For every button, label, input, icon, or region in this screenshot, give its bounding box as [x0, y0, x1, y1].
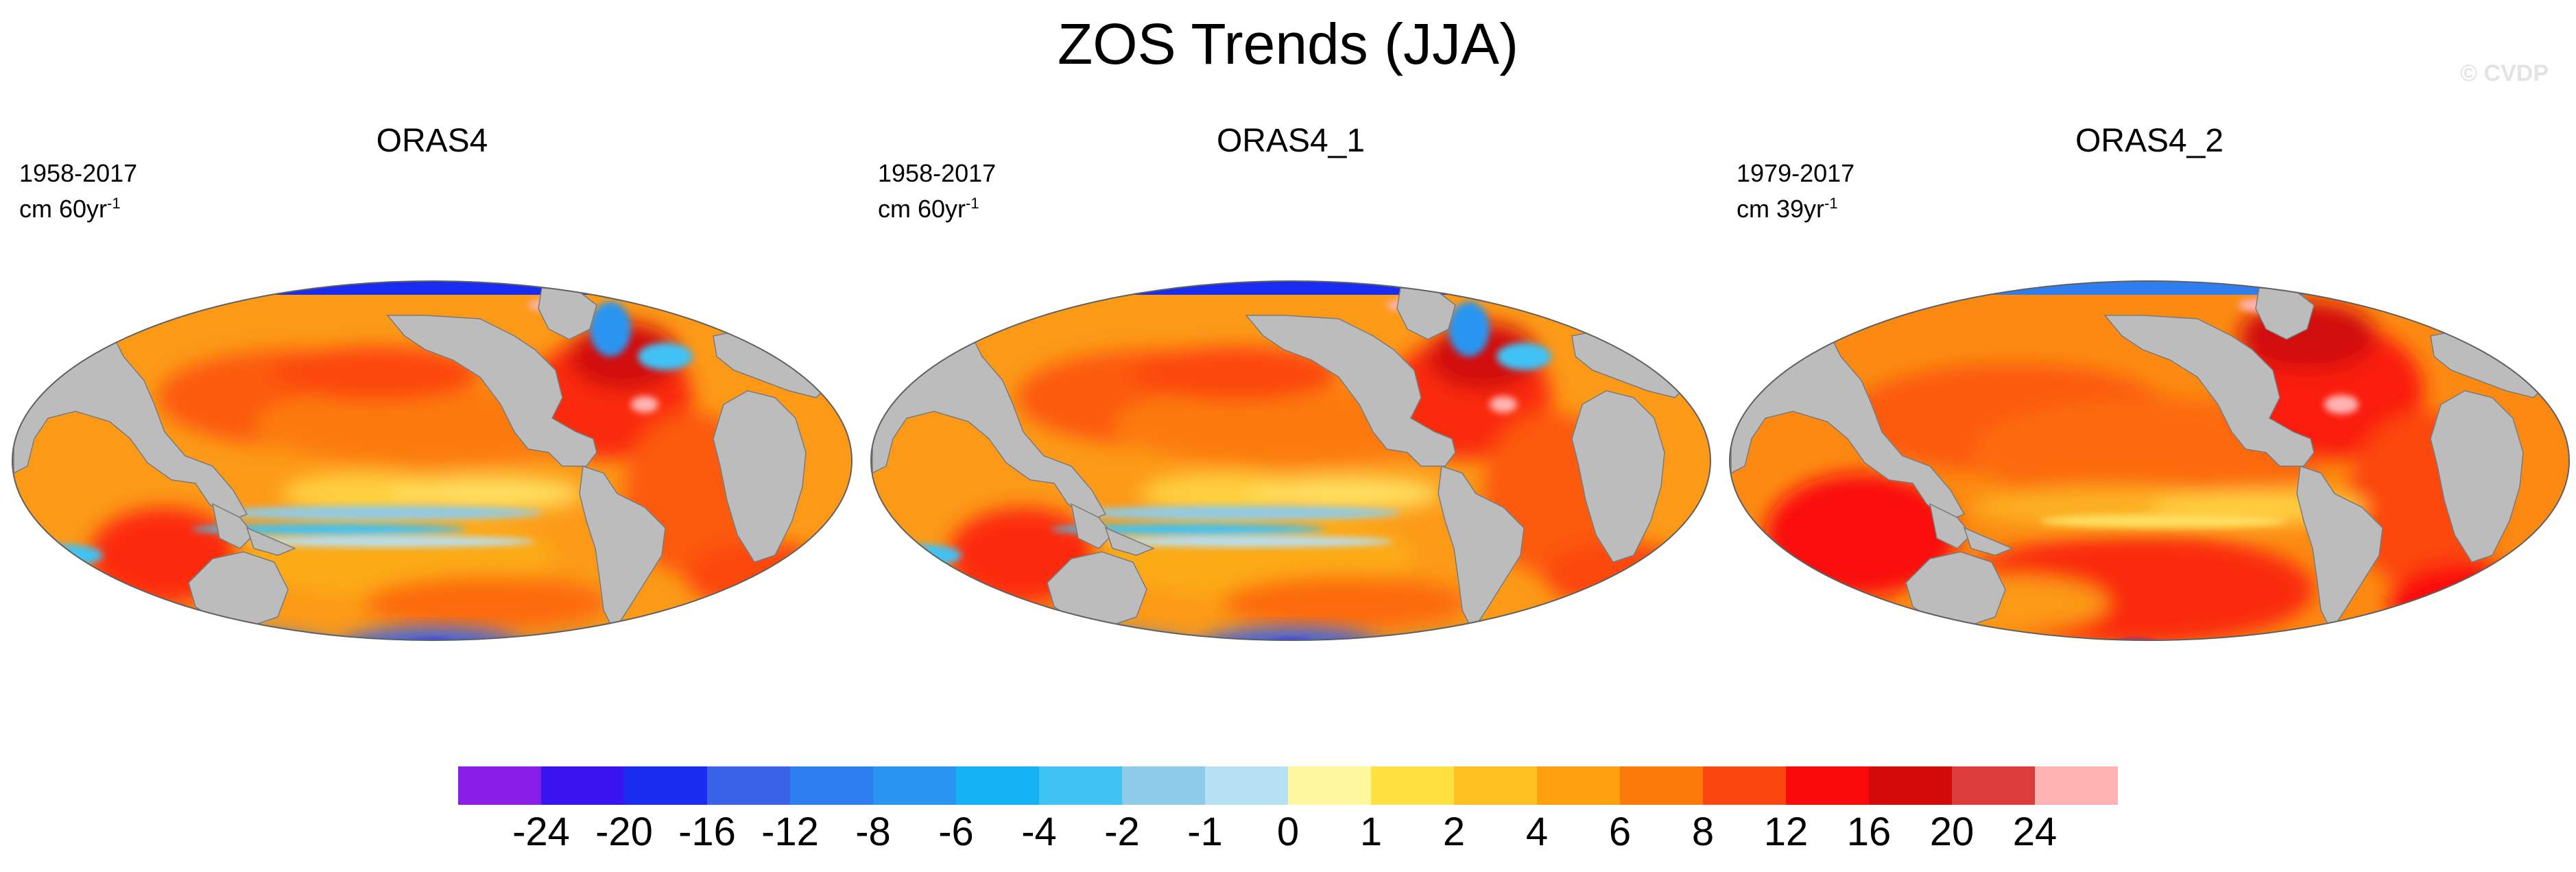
- colorbar-swatch: [1122, 766, 1205, 805]
- colorbar-tick-label: 1: [1359, 810, 1383, 854]
- colorbar-tick-label: -4: [1021, 810, 1057, 854]
- panel-period: 1958-2017: [878, 159, 997, 187]
- colorbar-swatch: [2035, 766, 2118, 805]
- colorbar-tick-label: -6: [938, 810, 974, 854]
- colorbar-swatch: [1869, 766, 1952, 805]
- panel-title: ORAS4_1: [1216, 123, 1365, 159]
- colorbar-tick-label: -16: [678, 810, 736, 854]
- colorbar-tick-label: 12: [1763, 810, 1809, 854]
- colorbar-swatch: [1952, 766, 2035, 805]
- map-panel-oras4-2: ORAS4_2 1979-2017 cm 39yr-1: [1724, 110, 2575, 699]
- colorbar-swatch: [1039, 766, 1122, 805]
- colorbar-tick-label: -2: [1104, 810, 1140, 854]
- map-panel-oras4: ORAS4 1958-2017 cm 60yr-1: [7, 110, 857, 699]
- panel-units: cm 60yr-1: [19, 195, 121, 223]
- colorbar-tick-label: -24: [512, 810, 570, 854]
- colorbar-tick-label: 16: [1846, 810, 1892, 854]
- colorbar-swatch: [624, 766, 707, 805]
- world-map: [1724, 110, 2575, 699]
- colorbar-tick-label: 2: [1442, 810, 1466, 854]
- colorbar-tick-label: 20: [1929, 810, 1975, 854]
- panel-period: 1979-2017: [1737, 159, 1855, 187]
- colorbar-swatch: [1205, 766, 1288, 805]
- colorbar-tick-label: -12: [761, 810, 819, 854]
- colorbar-swatch: [1620, 766, 1703, 805]
- colorbar-swatch: [458, 766, 541, 805]
- panel-units: cm 39yr-1: [1737, 195, 1838, 223]
- panel-period: 1958-2017: [19, 159, 138, 187]
- colorbar-swatch: [1786, 766, 1869, 805]
- colorbar-tick-label: -1: [1187, 810, 1223, 854]
- colorbar-swatch: [1703, 766, 1786, 805]
- colorbar-tick-label: 24: [2012, 810, 2058, 854]
- panel-title: ORAS4_2: [2075, 123, 2224, 159]
- colorbar-labels: -24 -20 -16 -12 -8 -6 -4 -2 -1 0 1 2 4 6 8 12 16 20 24: [0, 808, 2576, 862]
- colorbar-swatch: [1288, 766, 1371, 805]
- figure-title: ZOS Trends (JJA): [1057, 12, 1519, 76]
- colorbar-swatch: [1537, 766, 1620, 805]
- colorbar-swatch: [1454, 766, 1537, 805]
- panel-units: cm 60yr-1: [878, 195, 979, 223]
- colorbar-tick-label: 0: [1276, 810, 1300, 854]
- colorbar-tick-label: -20: [595, 810, 653, 854]
- colorbar-swatch: [1371, 766, 1454, 805]
- colorbar-swatch: [541, 766, 624, 805]
- panel-title: ORAS4: [376, 123, 488, 159]
- colorbar-tick-label: 4: [1525, 810, 1549, 854]
- colorbar-swatch: [873, 766, 956, 805]
- colorbar-swatch: [707, 766, 790, 805]
- colorbar-swatch: [790, 766, 873, 805]
- cvdp-watermark: © CVDP: [2460, 60, 2549, 86]
- colorbar-tick-label: 6: [1608, 810, 1632, 854]
- world-map: [866, 110, 1716, 699]
- colorbar-tick-label: -8: [855, 810, 891, 854]
- colorbar-tick-label: 8: [1691, 810, 1715, 854]
- colorbar-swatch: [956, 766, 1039, 805]
- map-panel-oras4-1: ORAS4_1 1958-2017 cm 60yr-1: [866, 110, 1716, 699]
- world-map: [7, 110, 857, 699]
